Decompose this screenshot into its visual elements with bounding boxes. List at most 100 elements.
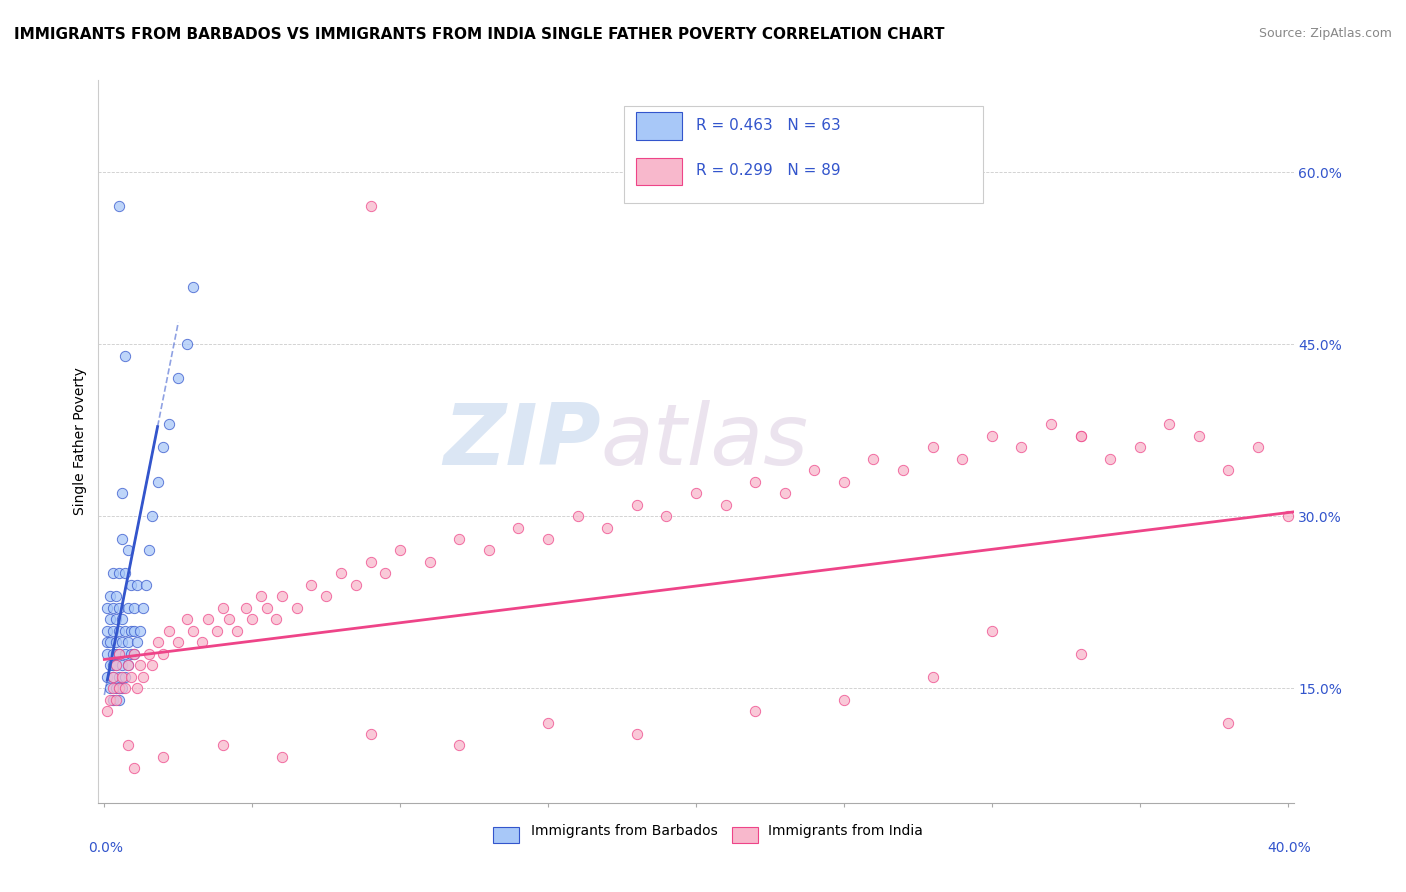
Point: [108, 600, 131, 615]
Point: [128, 658, 150, 673]
Point: [1099, 451, 1122, 466]
Point: [240, 612, 263, 626]
Point: [211, 739, 233, 753]
Point: [141, 509, 163, 524]
Point: [152, 440, 174, 454]
Point: [950, 451, 973, 466]
Point: [1010, 440, 1032, 454]
Point: [256, 600, 278, 615]
Bar: [637, 112, 682, 139]
Point: [114, 681, 136, 695]
Point: [114, 647, 136, 661]
Point: [360, 727, 382, 741]
Point: [537, 532, 560, 546]
Point: [344, 578, 367, 592]
Point: [117, 658, 139, 673]
Point: [96, 647, 118, 661]
Point: [197, 612, 219, 626]
Point: [478, 543, 501, 558]
Point: [122, 600, 145, 615]
Point: [235, 600, 257, 615]
Point: [96, 670, 118, 684]
Point: [360, 199, 382, 213]
Text: Immigrants from Barbados: Immigrants from Barbados: [531, 824, 718, 838]
Point: [120, 670, 142, 684]
Point: [114, 566, 136, 581]
Point: [103, 600, 125, 615]
Point: [105, 647, 128, 661]
Point: [1129, 440, 1152, 454]
Text: ZIP: ZIP: [443, 400, 600, 483]
Point: [122, 647, 145, 661]
Point: [157, 624, 180, 638]
Text: IMMIGRANTS FROM BARBADOS VS IMMIGRANTS FROM INDIA SINGLE FATHER POVERTY CORRELAT: IMMIGRANTS FROM BARBADOS VS IMMIGRANTS F…: [14, 27, 945, 42]
Point: [626, 498, 648, 512]
Point: [111, 635, 134, 649]
Point: [125, 681, 148, 695]
Point: [111, 612, 134, 626]
Point: [226, 624, 249, 638]
Point: [714, 498, 737, 512]
Point: [117, 658, 139, 673]
Point: [103, 670, 125, 684]
Point: [299, 578, 322, 592]
Point: [132, 670, 155, 684]
Point: [218, 612, 240, 626]
FancyBboxPatch shape: [624, 105, 983, 203]
Point: [105, 681, 128, 695]
Point: [1070, 429, 1092, 443]
Point: [211, 600, 233, 615]
Text: R = 0.463   N = 63: R = 0.463 N = 63: [696, 118, 841, 133]
Point: [1277, 509, 1299, 524]
Point: [108, 647, 131, 661]
Point: [138, 647, 160, 661]
Point: [152, 647, 174, 661]
Point: [1188, 429, 1211, 443]
Point: [105, 658, 128, 673]
Point: [108, 692, 131, 706]
Point: [98, 658, 121, 673]
Point: [114, 670, 136, 684]
Point: [103, 681, 125, 695]
Point: [596, 520, 619, 534]
Text: 0.0%: 0.0%: [89, 841, 122, 855]
Point: [96, 635, 118, 649]
Point: [270, 750, 292, 764]
Point: [264, 612, 287, 626]
Point: [449, 739, 471, 753]
Point: [105, 635, 128, 649]
Point: [108, 670, 131, 684]
Point: [744, 704, 766, 718]
Point: [120, 624, 142, 638]
Point: [125, 635, 148, 649]
Point: [98, 635, 121, 649]
Point: [157, 417, 180, 432]
Point: [921, 670, 943, 684]
Point: [103, 624, 125, 638]
Point: [96, 600, 118, 615]
Point: [270, 590, 292, 604]
Point: [98, 692, 121, 706]
Point: [117, 739, 139, 753]
Point: [1159, 417, 1181, 432]
Point: [108, 199, 131, 213]
Text: 40.0%: 40.0%: [1267, 841, 1312, 855]
Point: [980, 429, 1002, 443]
Point: [96, 704, 118, 718]
Point: [773, 486, 796, 500]
Point: [1247, 440, 1270, 454]
Point: [626, 727, 648, 741]
Point: [132, 600, 155, 615]
Point: [176, 337, 198, 351]
Point: [891, 463, 914, 477]
Point: [655, 509, 678, 524]
Point: [108, 624, 131, 638]
Point: [114, 624, 136, 638]
Y-axis label: Single Father Poverty: Single Father Poverty: [73, 368, 87, 516]
Text: atlas: atlas: [600, 400, 808, 483]
Point: [1218, 463, 1240, 477]
Point: [1070, 429, 1092, 443]
Bar: [494, 827, 519, 843]
Point: [117, 635, 139, 649]
Point: [105, 612, 128, 626]
